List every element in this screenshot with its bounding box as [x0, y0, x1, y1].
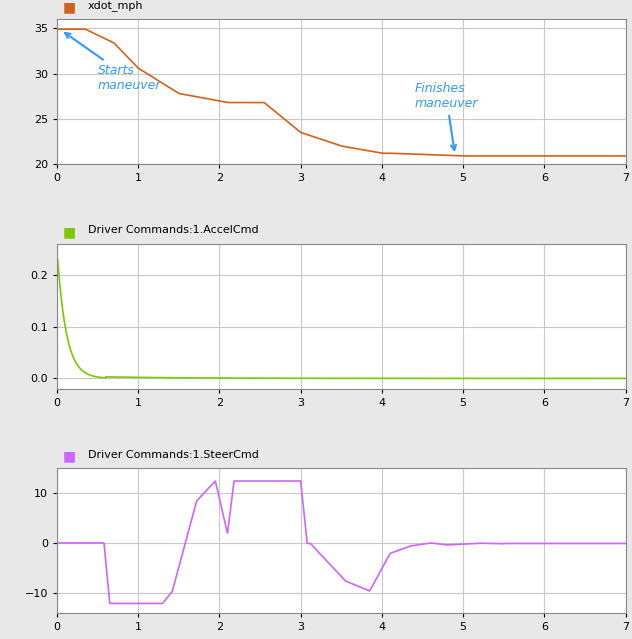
- Text: xdot_mph: xdot_mph: [88, 1, 143, 12]
- Text: Starts
maneuver: Starts maneuver: [65, 33, 161, 92]
- Text: ■: ■: [63, 450, 76, 464]
- Text: ■: ■: [63, 1, 76, 14]
- Text: Finishes
maneuver: Finishes maneuver: [415, 82, 478, 150]
- Text: Driver Commands:1.AccelCmd: Driver Commands:1.AccelCmd: [88, 225, 258, 235]
- Text: ■: ■: [63, 225, 76, 239]
- Text: Driver Commands:1.SteerCmd: Driver Commands:1.SteerCmd: [88, 450, 259, 459]
